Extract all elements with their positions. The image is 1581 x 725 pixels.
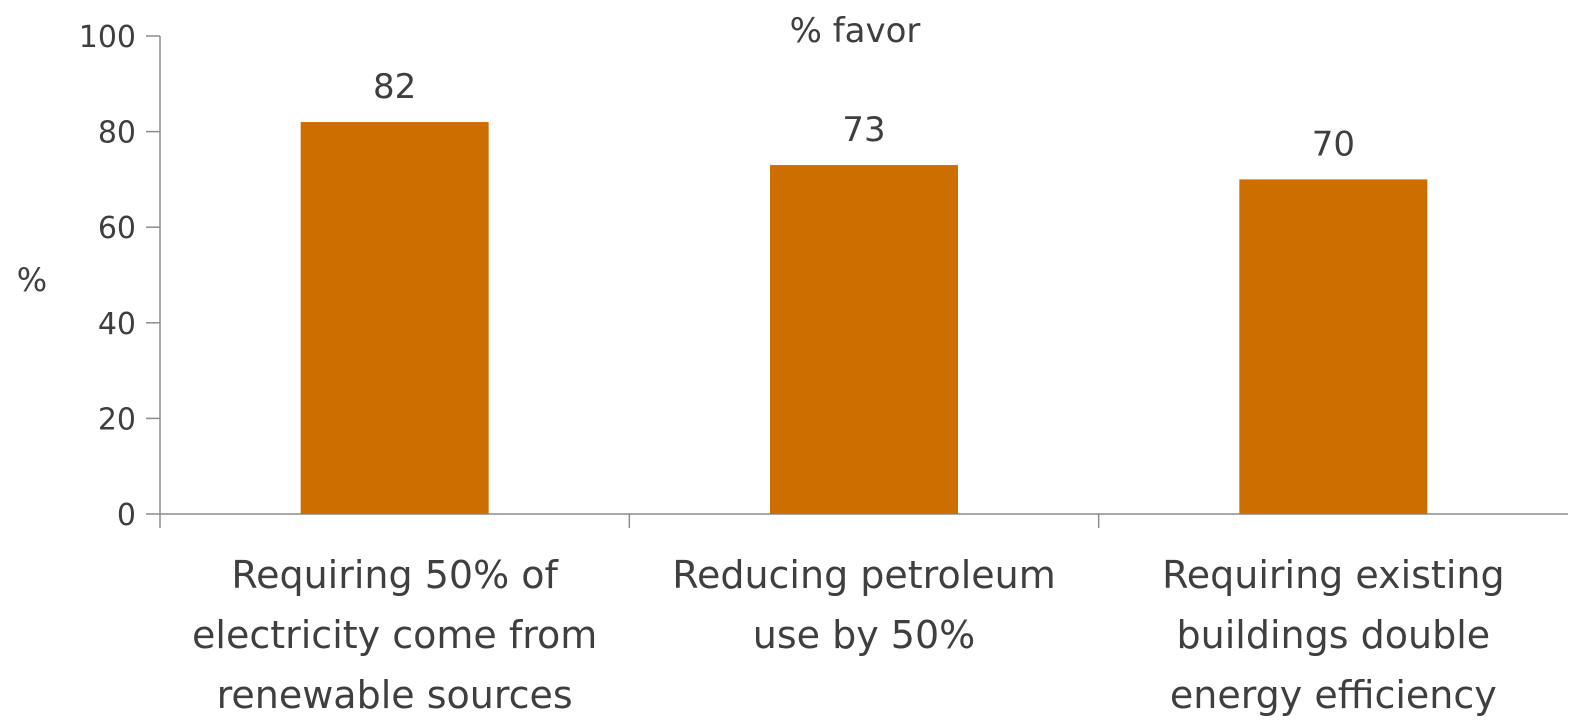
- x-ticks: [159, 514, 1100, 528]
- y-axis-label: %: [17, 261, 47, 299]
- data-label-3: 70: [1312, 124, 1355, 164]
- y-tick-label: 40: [98, 307, 136, 342]
- chart-title: % favor: [790, 11, 921, 51]
- bars: [300, 122, 1428, 514]
- data-labels: 82 73 70: [373, 67, 1355, 164]
- x-category-label-3: Requiring existing buildings double ener…: [1162, 553, 1505, 717]
- y-tick-label: 80: [98, 116, 136, 151]
- bar-1: [300, 122, 489, 514]
- y-ticks: 0 20 40 60 80 100: [79, 20, 160, 533]
- bar-2: [770, 165, 958, 514]
- data-label-2: 73: [842, 110, 885, 150]
- data-label-1: 82: [373, 67, 416, 107]
- x-category-label-1: Requiring 50% of electricity come from r…: [192, 553, 598, 717]
- x-category-label-2: Reducing petroleum use by 50%: [672, 553, 1056, 657]
- y-tick-label: 20: [98, 402, 136, 437]
- y-tick-label: 100: [79, 20, 136, 55]
- bar-3: [1239, 179, 1428, 514]
- y-tick-label: 0: [117, 498, 136, 533]
- y-tick-label: 60: [98, 211, 136, 246]
